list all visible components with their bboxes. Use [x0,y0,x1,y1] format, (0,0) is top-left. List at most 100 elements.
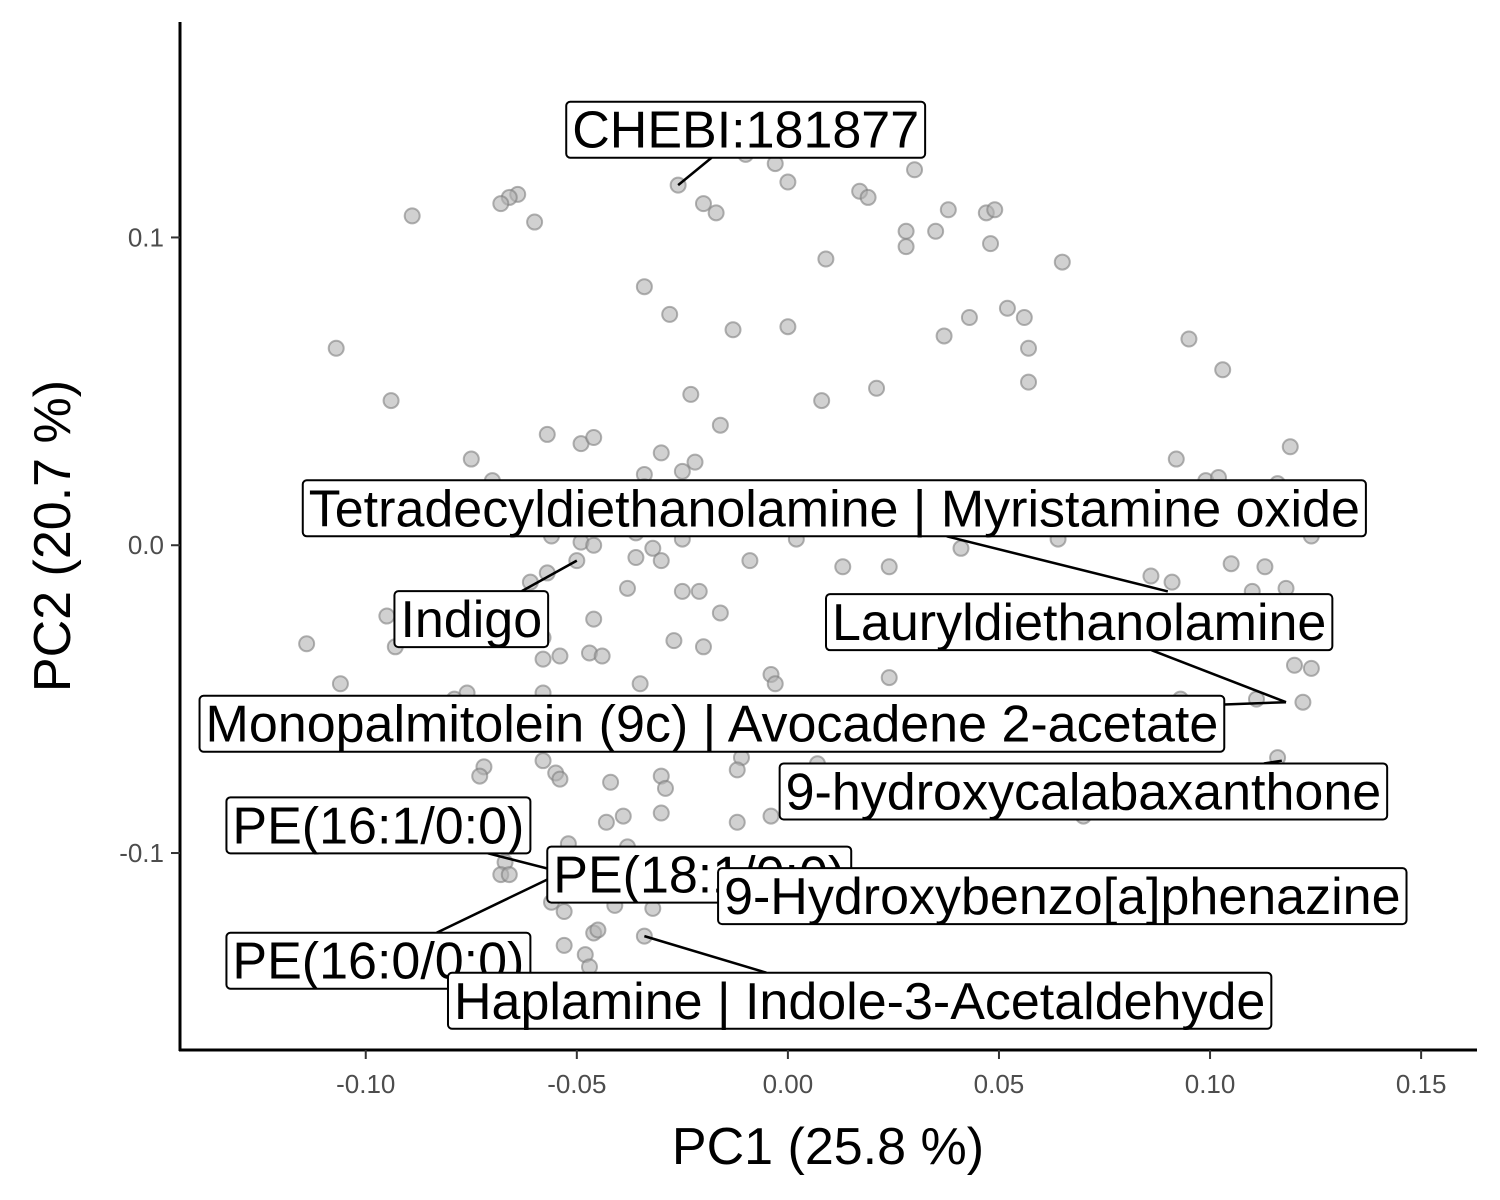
data-point [652,804,670,822]
x-tick-label: 0.00 [763,1069,814,1099]
label-box [198,694,1226,753]
data-point [652,552,670,570]
data-point [1015,308,1033,326]
label-box [565,100,927,159]
data-point [766,675,784,693]
y-tick-label: 0.1 [128,222,164,252]
data-point [859,188,877,206]
label-box [225,796,532,855]
data-point [585,536,603,554]
data-point [741,552,759,570]
point-label: Lauryldiethanolamine [825,593,1334,652]
y-axis-ticks: -0.1 0.0 0.1 [119,222,180,868]
data-point [728,813,746,831]
data-point [834,558,852,576]
data-point [1214,361,1232,379]
data-point [555,902,573,920]
data-point [673,462,691,480]
data-point [631,675,649,693]
leader-line [1224,700,1287,706]
data-point [462,450,480,468]
label-text: PE(16:1/0:0) [232,797,524,855]
data-point [585,610,603,628]
point-label: Indigo [393,590,550,649]
data-point [656,779,674,797]
data-point [935,327,953,345]
data-point [1053,253,1071,271]
data-point [880,669,898,687]
point-label: CHEBI:181877 [565,100,927,160]
label-text: Tetradecyldiethanolamine | Myristamine o… [309,480,1360,538]
data-point [813,392,831,410]
data-point [298,635,316,653]
data-point [1020,339,1038,357]
data-point [694,195,712,213]
point-label: Haplamine | Indole-3-Acetaldehyde [446,971,1273,1031]
data-point [939,201,957,219]
y-tick-label: 0.0 [128,530,164,560]
point-label: 9-Hydroxybenzo[a]phenazine [717,867,1408,926]
label-box [446,971,1273,1030]
y-axis-title: PC2 (20.7 %) [24,380,82,692]
label-box [778,762,1389,821]
data-point [682,385,700,403]
data-point [614,807,632,825]
data-point [779,318,797,336]
data-point [618,579,636,597]
data-point [534,650,552,668]
data-point [1180,330,1198,348]
data-point [635,278,653,296]
label-text: Haplamine | Indole-3-Acetaldehyde [454,973,1265,1031]
data-point [1281,438,1299,456]
label-text: Lauryldiethanolamine [832,594,1326,652]
x-tick-label: -0.05 [547,1069,606,1099]
data-point [538,425,556,443]
data-point [897,238,915,256]
data-point [382,392,400,410]
data-point [627,549,645,567]
label-box [825,593,1334,652]
data-point [868,379,886,397]
x-tick-label: -0.10 [336,1069,395,1099]
data-point [652,444,670,462]
data-point [690,582,708,600]
data-point [986,201,1004,219]
label-text: Indigo [400,591,542,649]
point-labels: CHEBI:181877 Tetradecyldiethanolamine | M… [198,100,1408,1031]
data-point [1256,558,1274,576]
data-point [1294,693,1312,711]
data-point [327,339,345,357]
data-point [1142,567,1160,585]
leader-line [677,156,713,187]
data-point [711,416,729,434]
data-point [555,936,573,954]
data-point [661,305,679,323]
label-box [393,590,550,649]
data-point [551,770,569,788]
point-label: Monopalmitolein (9c) | Avocadene 2-aceta… [198,694,1226,754]
data-point [1020,373,1038,391]
data-point [897,222,915,240]
data-point [927,222,945,240]
data-point [711,604,729,622]
data-point [906,161,924,179]
data-point [1285,656,1303,674]
x-axis-ticks: -0.10 -0.05 0.00 0.05 0.10 0.15 [336,1050,1446,1099]
data-point [1302,659,1320,677]
data-point [471,767,489,785]
label-box [717,867,1408,926]
point-label: 9-hydroxycalabaxanthone [778,762,1389,821]
data-point [762,807,780,825]
data-point [403,207,421,225]
data-point [1163,573,1181,591]
data-point [1222,555,1240,573]
data-point [952,539,970,557]
x-tick-label: 0.05 [974,1069,1025,1099]
data-point [597,813,615,831]
label-text: 9-Hydroxybenzo[a]phenazine [724,868,1400,926]
point-label: PE(16:1/0:0) [225,796,532,855]
data-point [728,761,746,779]
label-text: 9-hydroxycalabaxanthone [786,763,1382,821]
data-point [673,582,691,600]
